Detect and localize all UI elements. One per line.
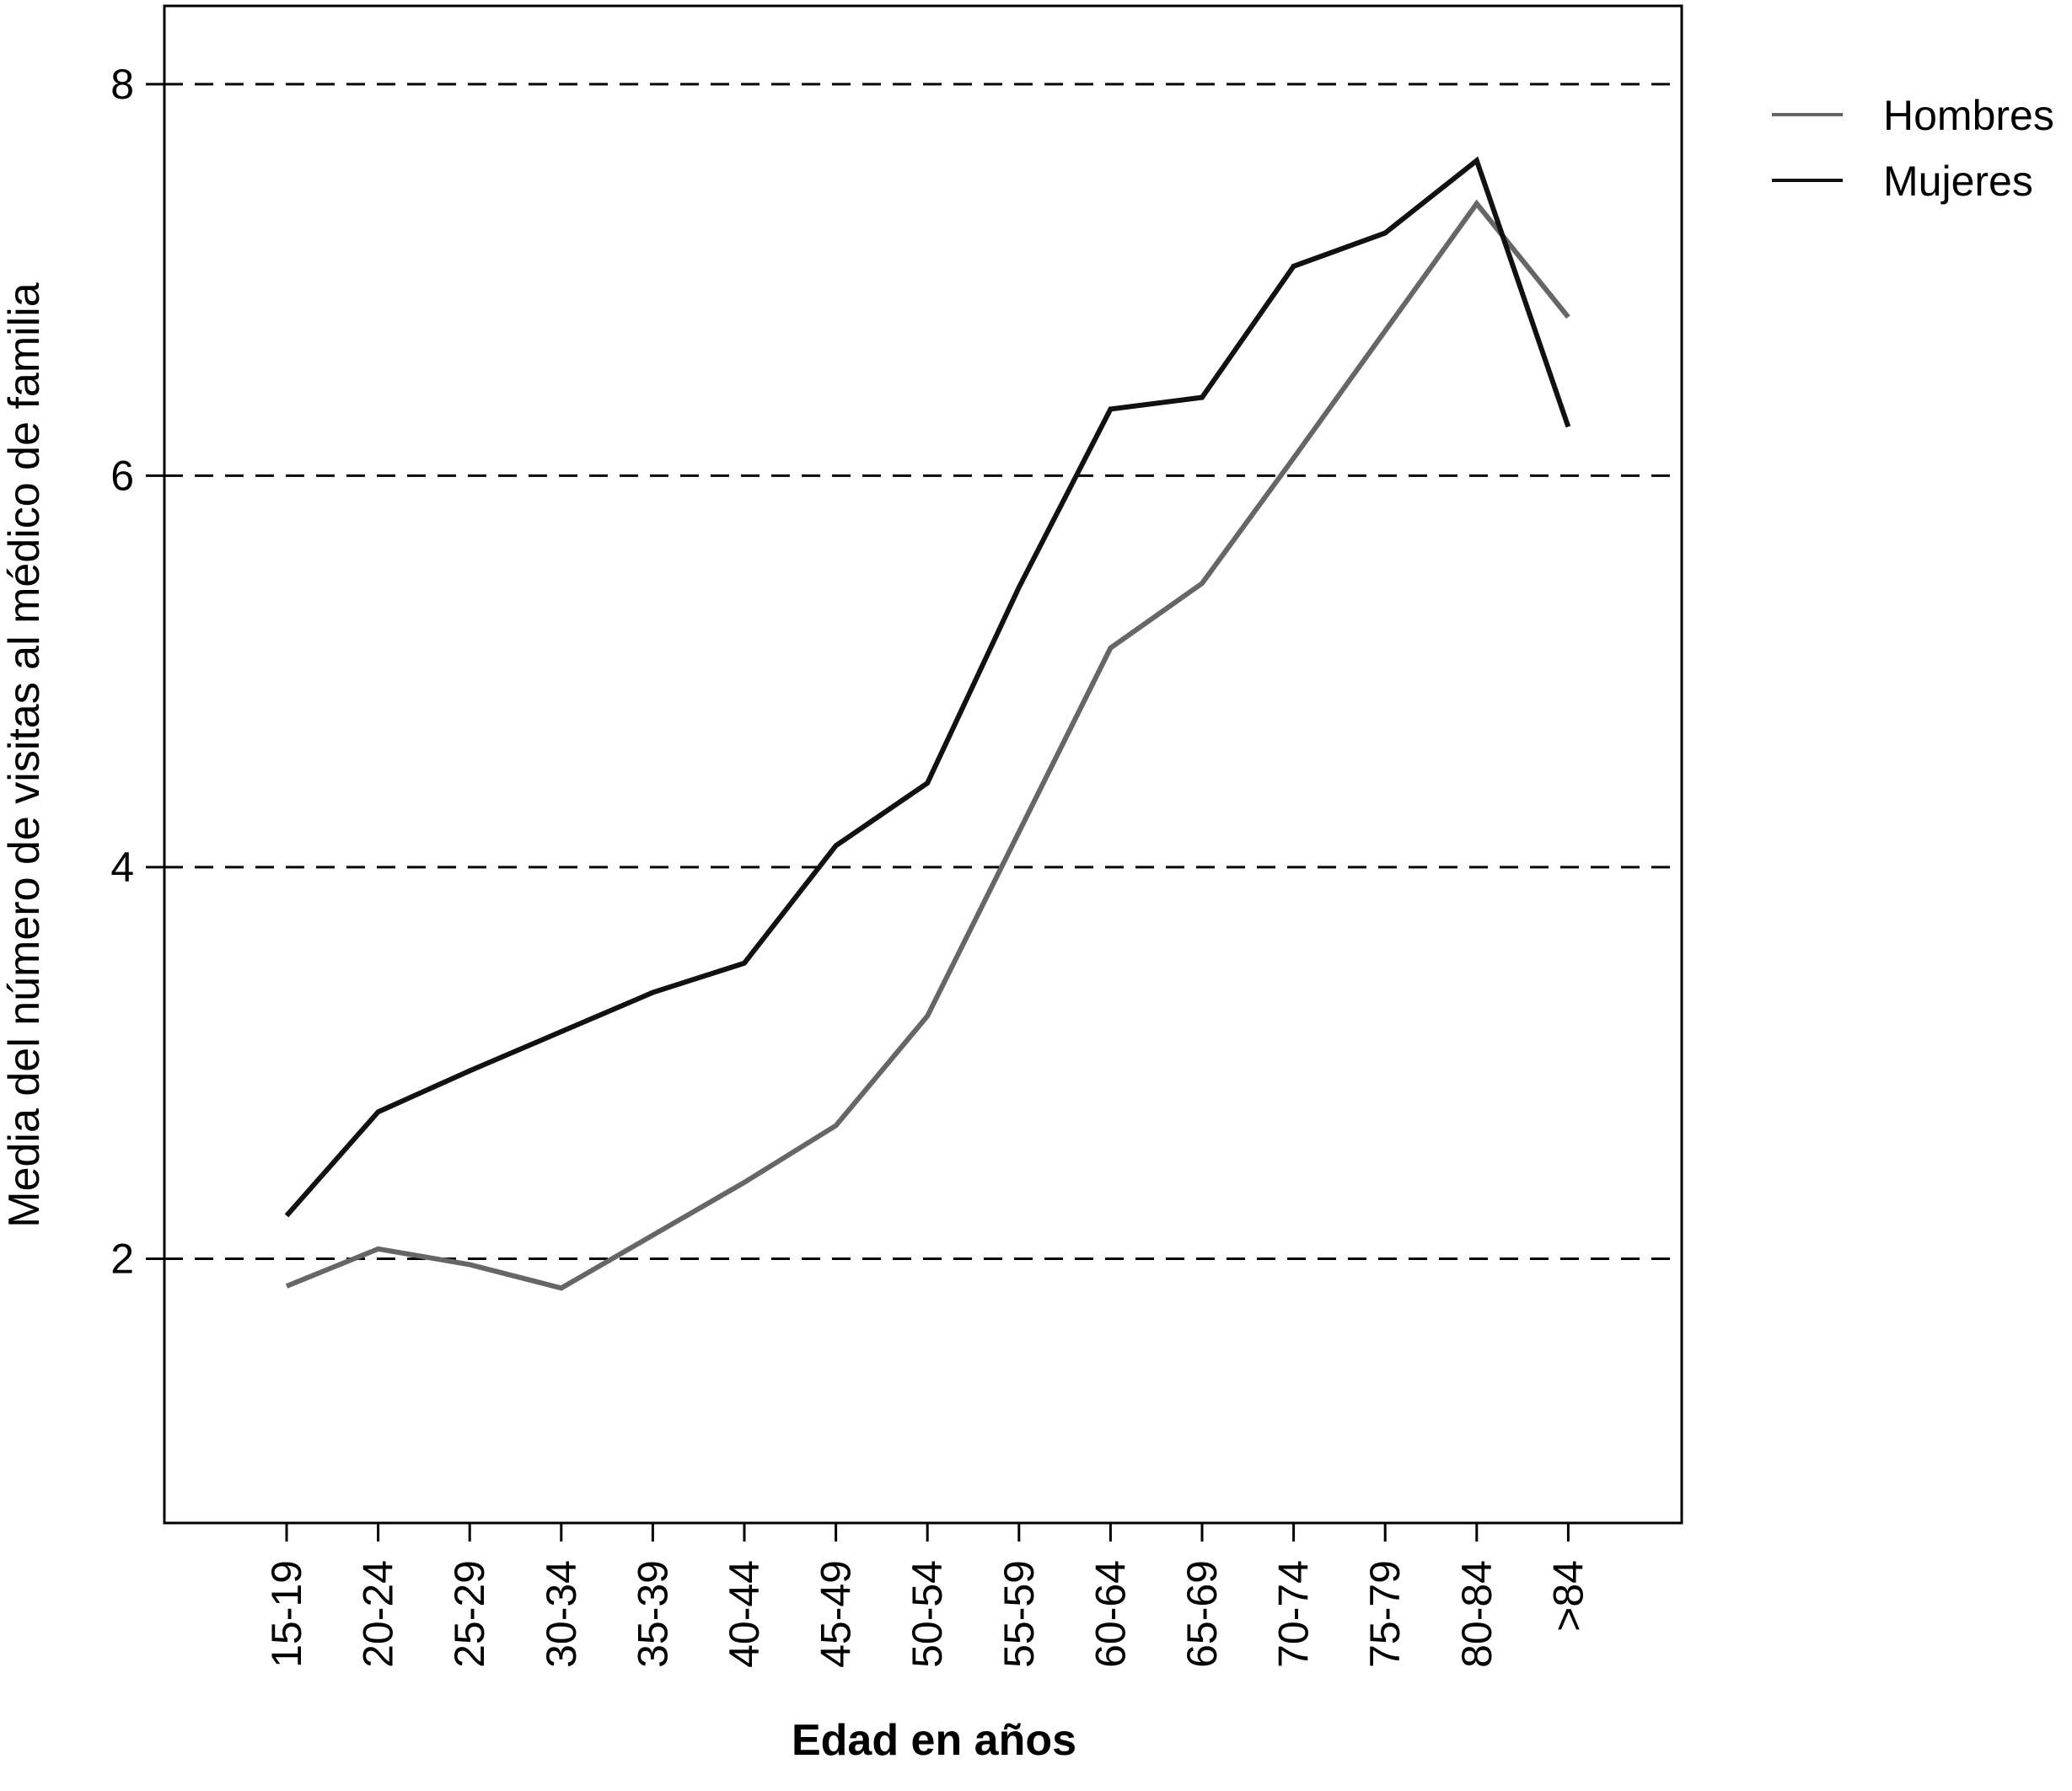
x-tick-label: 60-64 xyxy=(1087,1560,1134,1668)
y-tick-label: 6 xyxy=(110,452,134,499)
x-tick-label: >84 xyxy=(1544,1560,1592,1632)
x-tick-label: 75-79 xyxy=(1361,1560,1409,1668)
y-axis-title: Media del número de visitas al médico de… xyxy=(0,282,49,1228)
x-axis: 15-19 20-24 25-29 30-34 35-39 40-44 45-49 50-54… xyxy=(263,1523,1592,1668)
x-tick-label: 25-29 xyxy=(446,1560,493,1668)
series-lines xyxy=(284,156,1571,1291)
x-tick-label: 45-49 xyxy=(813,1560,860,1668)
x-tick-label: 15-19 xyxy=(263,1560,310,1668)
x-tick-label: 35-39 xyxy=(629,1560,676,1668)
x-tick-label: 50-54 xyxy=(904,1560,951,1668)
y-tick-label: 4 xyxy=(110,844,134,891)
x-tick-label: 30-34 xyxy=(538,1560,585,1668)
x-tick-label: 20-24 xyxy=(355,1560,402,1668)
plot-frame xyxy=(163,4,1683,1525)
y-tick-label: 8 xyxy=(110,61,134,108)
y-tick-label: 2 xyxy=(110,1235,134,1282)
x-tick-label: 80-84 xyxy=(1453,1560,1500,1668)
x-tick-label: 55-59 xyxy=(996,1560,1043,1668)
series-line-hombres xyxy=(285,199,1570,1291)
legend-label-mujeres: Mujeres xyxy=(1883,158,2033,205)
x-tick-label: 40-44 xyxy=(721,1560,768,1668)
legend: Hombres Mujeres xyxy=(1772,92,2054,205)
gridlines xyxy=(164,83,1682,1260)
legend-label-hombres: Hombres xyxy=(1883,92,2054,139)
x-tick-label: 65-69 xyxy=(1178,1560,1226,1668)
x-axis-title: Edad en años xyxy=(792,1716,1076,1765)
y-axis: 2 4 6 8 xyxy=(110,61,164,1282)
x-tick-label: 70-74 xyxy=(1270,1560,1318,1668)
series-line-mujeres xyxy=(284,156,1571,1218)
